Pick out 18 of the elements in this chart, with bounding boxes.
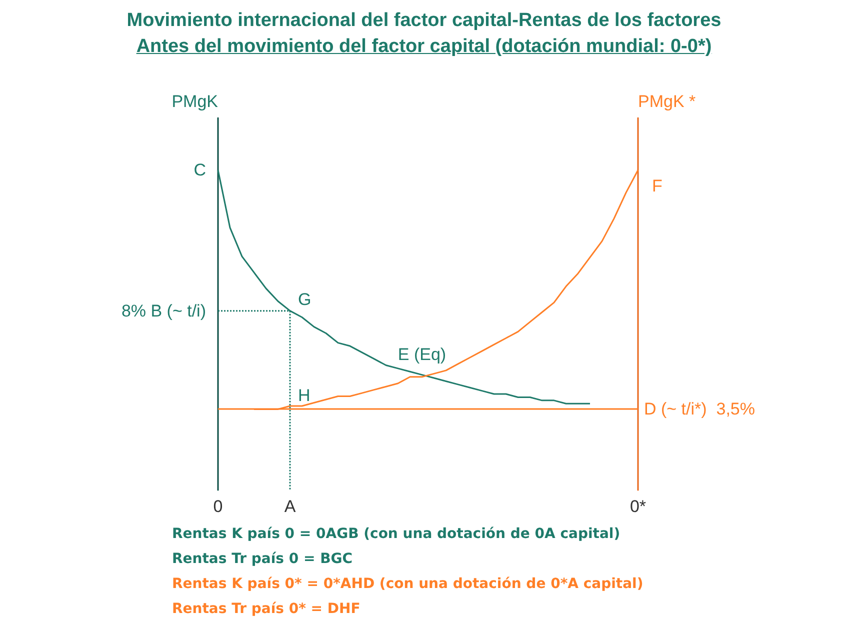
annotation: 8% B (~ t/i)	[121, 301, 206, 320]
x-tick-label: 0	[213, 497, 223, 516]
chart-title: Movimiento internacional del factor capital-Rentas de los factores	[126, 10, 722, 32]
y-axis-title: PMgK	[172, 92, 219, 111]
ref-line-label: D (~ t/i*) 3,5%	[644, 400, 756, 419]
text: Rentas Tr país 0 = BGC	[172, 550, 354, 569]
annotation: C	[194, 160, 206, 180]
x-tick-label: A	[284, 497, 296, 516]
text: Rentas Tr país 0* = DHF	[172, 600, 362, 619]
y2-axis-title: PMgK *	[638, 92, 696, 111]
annotation: E (Eq)	[398, 345, 446, 364]
chart-subtitle: Antes del movimiento del factor capital (dotación mundial: 0-0*)	[135, 36, 713, 58]
x-tick-label: 0*	[630, 497, 646, 516]
annotation: H	[298, 386, 310, 405]
annotation: G	[298, 290, 312, 309]
text: Rentas K país 0 = 0AGB (con una dotación de 0A capital)	[172, 525, 622, 544]
annotation: F	[652, 176, 662, 196]
text: Rentas K país 0* = 0*AHD (con una dotación de 0*A capital)	[172, 575, 644, 594]
